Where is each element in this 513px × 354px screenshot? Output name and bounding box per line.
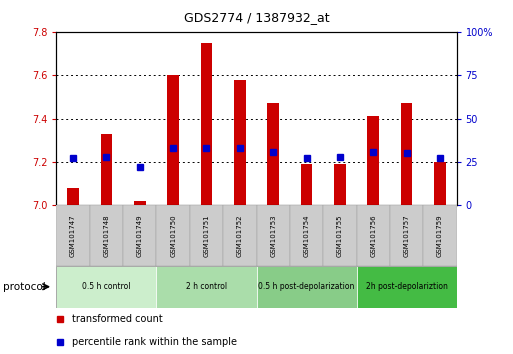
- Bar: [67, 188, 79, 205]
- Bar: [167, 75, 179, 205]
- Text: GSM101749: GSM101749: [137, 214, 143, 257]
- Bar: [267, 103, 279, 205]
- Bar: [101, 134, 112, 205]
- Bar: [56, 205, 90, 266]
- Text: transformed count: transformed count: [72, 314, 163, 325]
- Bar: [190, 205, 223, 266]
- Text: GSM101752: GSM101752: [237, 214, 243, 257]
- Bar: [323, 205, 357, 266]
- Text: percentile rank within the sample: percentile rank within the sample: [72, 337, 238, 348]
- Bar: [223, 205, 256, 266]
- Text: 0.5 h post-depolarization: 0.5 h post-depolarization: [259, 282, 354, 291]
- Bar: [234, 80, 246, 205]
- Bar: [367, 116, 379, 205]
- Bar: [290, 205, 323, 266]
- Bar: [334, 164, 346, 205]
- Bar: [256, 266, 357, 308]
- Text: GSM101756: GSM101756: [370, 214, 376, 257]
- Text: GSM101759: GSM101759: [437, 214, 443, 257]
- Text: GDS2774 / 1387932_at: GDS2774 / 1387932_at: [184, 11, 329, 24]
- Bar: [56, 266, 156, 308]
- Text: 0.5 h control: 0.5 h control: [82, 282, 131, 291]
- Text: GSM101754: GSM101754: [304, 214, 309, 257]
- Text: GSM101747: GSM101747: [70, 214, 76, 257]
- Bar: [390, 205, 423, 266]
- Text: 2 h control: 2 h control: [186, 282, 227, 291]
- Bar: [423, 205, 457, 266]
- Bar: [134, 201, 146, 205]
- Bar: [156, 266, 256, 308]
- Bar: [256, 205, 290, 266]
- Bar: [357, 266, 457, 308]
- Bar: [123, 205, 156, 266]
- Text: protocol: protocol: [3, 282, 45, 292]
- Text: GSM101753: GSM101753: [270, 214, 276, 257]
- Text: 2h post-depolariztion: 2h post-depolariztion: [366, 282, 447, 291]
- Bar: [434, 162, 446, 205]
- Bar: [201, 43, 212, 205]
- Bar: [357, 205, 390, 266]
- Text: GSM101748: GSM101748: [104, 214, 109, 257]
- Text: GSM101755: GSM101755: [337, 214, 343, 257]
- Bar: [156, 205, 190, 266]
- Bar: [90, 205, 123, 266]
- Text: GSM101750: GSM101750: [170, 214, 176, 257]
- Bar: [401, 103, 412, 205]
- Text: GSM101757: GSM101757: [404, 214, 409, 257]
- Text: GSM101751: GSM101751: [204, 214, 209, 257]
- Bar: [301, 164, 312, 205]
